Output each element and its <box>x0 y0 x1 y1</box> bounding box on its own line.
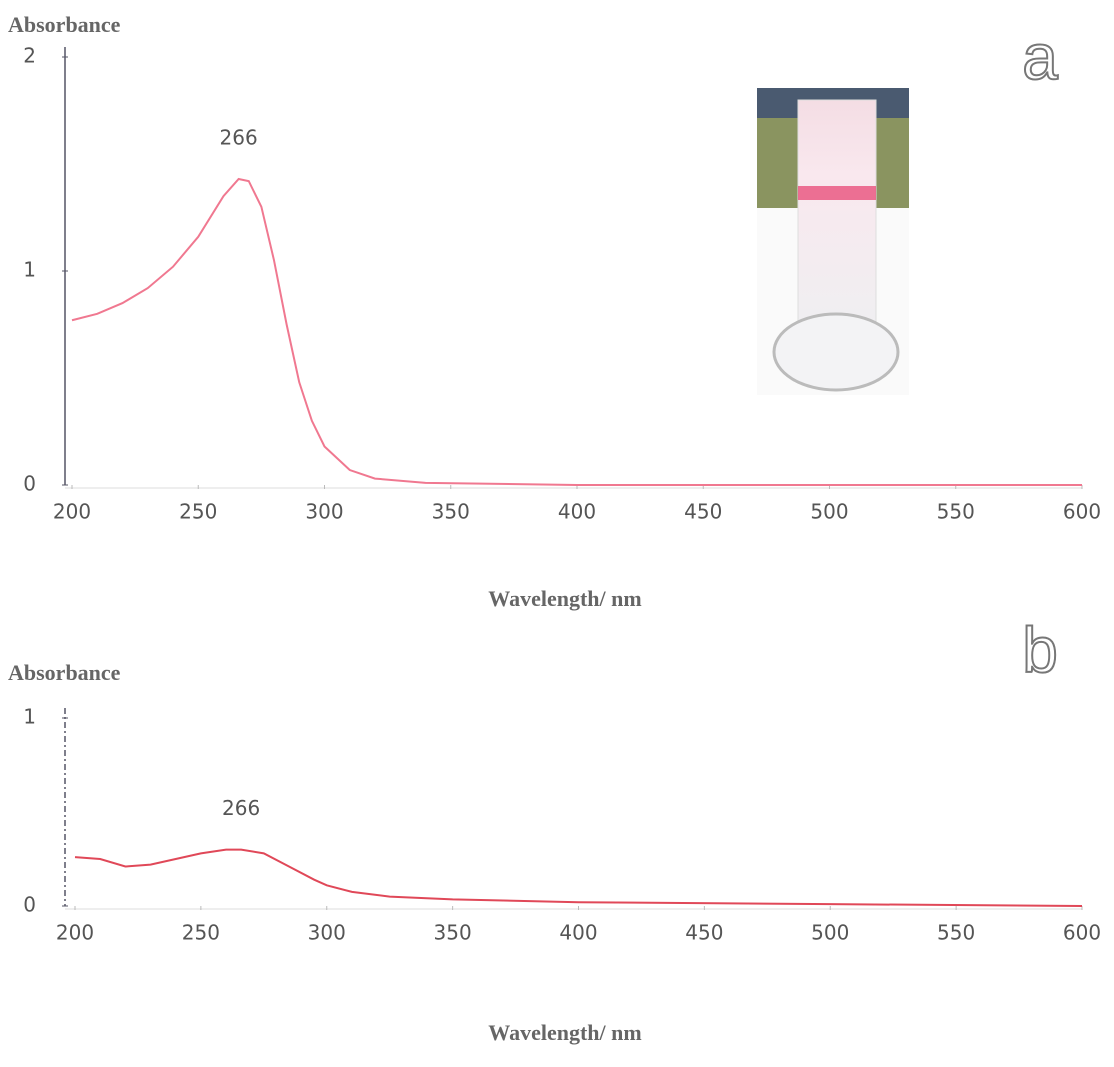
x-tick-label: 300 <box>308 921 346 945</box>
inset-photo <box>757 88 909 395</box>
x-tick-label: 500 <box>811 921 849 945</box>
x-tick-label: 600 <box>1063 500 1101 524</box>
x-axis-title: Wavelength/ nm <box>488 586 641 611</box>
x-tick-label: 250 <box>182 921 220 945</box>
x-tick-label: 450 <box>685 921 723 945</box>
x-tick-label: 550 <box>937 921 975 945</box>
y-axis-title: Absorbance <box>8 660 121 685</box>
panel-label: b <box>1022 614 1058 686</box>
y-tick-label: 1 <box>23 705 36 729</box>
panel-label: a <box>1022 21 1058 93</box>
x-tick-label: 450 <box>684 500 722 524</box>
x-tick-label: 200 <box>56 921 94 945</box>
x-tick-label: 400 <box>559 921 597 945</box>
x-axis-title: Wavelength/ nm <box>488 1020 641 1045</box>
x-tick-label: 350 <box>432 500 470 524</box>
data-line <box>74 848 1083 907</box>
x-tick-label: 550 <box>937 500 975 524</box>
y-axis-title: Absorbance <box>8 12 121 37</box>
annotation: 266 <box>220 125 258 149</box>
x-tick-label: 200 <box>53 500 91 524</box>
annotation: 266 <box>222 796 260 820</box>
x-tick-label: 400 <box>558 500 596 524</box>
y-tick-label: 0 <box>23 472 36 496</box>
data-line <box>71 177 1082 486</box>
x-tick-label: 300 <box>305 500 343 524</box>
y-tick-label: 1 <box>23 258 36 282</box>
y-tick-label: 0 <box>23 893 36 917</box>
x-tick-label: 350 <box>434 921 472 945</box>
y-tick-label: 2 <box>23 44 36 68</box>
x-tick-label: 250 <box>179 500 217 524</box>
x-tick-label: 600 <box>1063 921 1101 945</box>
x-tick-label: 500 <box>810 500 848 524</box>
